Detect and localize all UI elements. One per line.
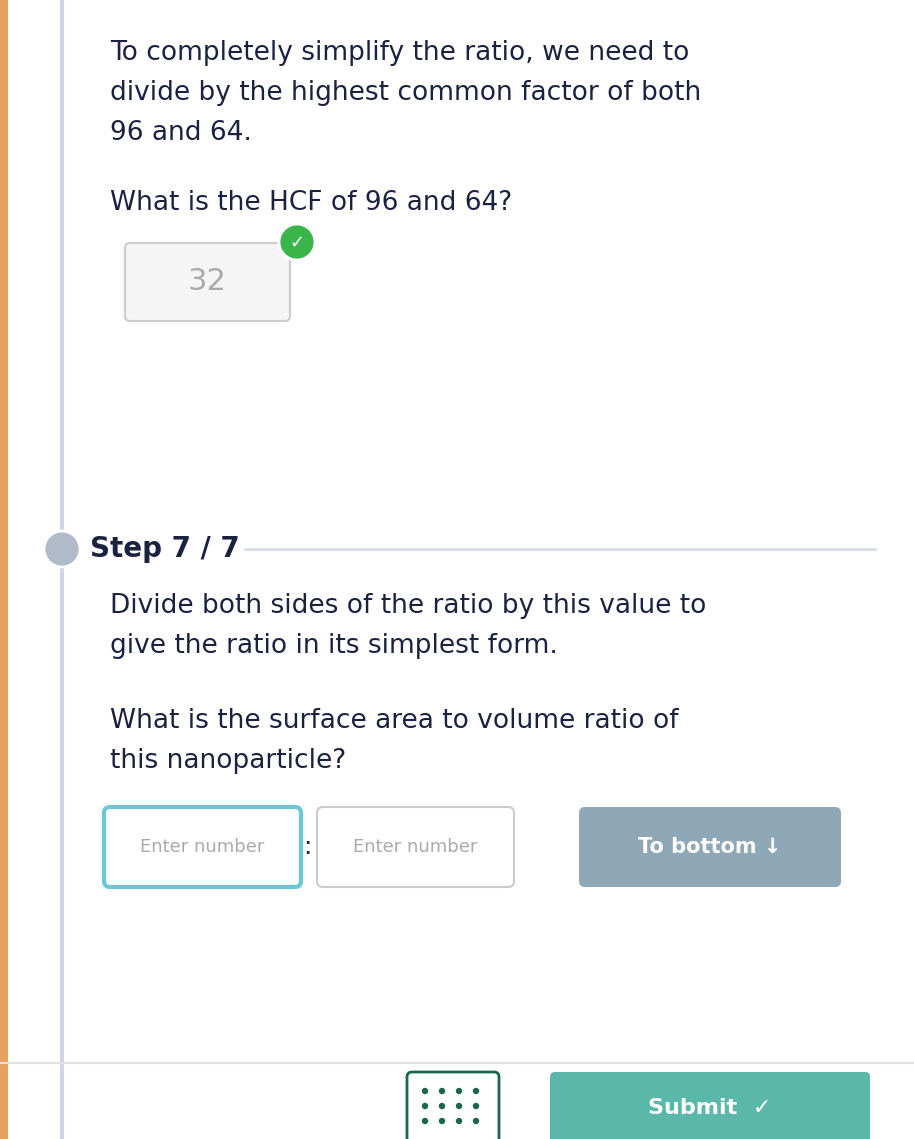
FancyBboxPatch shape (579, 808, 841, 887)
FancyBboxPatch shape (125, 243, 290, 321)
Text: What is the surface area to volume ratio of: What is the surface area to volume ratio… (110, 708, 678, 734)
Circle shape (279, 224, 315, 260)
FancyBboxPatch shape (317, 808, 514, 887)
Text: Enter number: Enter number (354, 838, 478, 857)
Circle shape (421, 1088, 428, 1095)
Circle shape (44, 531, 80, 567)
FancyBboxPatch shape (104, 808, 301, 887)
Circle shape (473, 1117, 479, 1124)
Text: this nanoparticle?: this nanoparticle? (110, 748, 346, 775)
Circle shape (473, 1088, 479, 1095)
Text: ✓: ✓ (290, 233, 304, 252)
Circle shape (456, 1088, 462, 1095)
Circle shape (473, 1103, 479, 1109)
Circle shape (456, 1117, 462, 1124)
Text: divide by the highest common factor of both: divide by the highest common factor of b… (110, 80, 701, 106)
Circle shape (421, 1103, 428, 1109)
Circle shape (439, 1103, 445, 1109)
Circle shape (439, 1117, 445, 1124)
Text: Submit  ✓: Submit ✓ (648, 1098, 771, 1118)
Text: Divide both sides of the ratio by this value to: Divide both sides of the ratio by this v… (110, 593, 707, 618)
Text: :: : (303, 835, 311, 859)
FancyBboxPatch shape (407, 1072, 499, 1139)
Text: To completely simplify the ratio, we need to: To completely simplify the ratio, we nee… (110, 40, 689, 66)
Circle shape (439, 1088, 445, 1095)
Text: Step 7 / 7: Step 7 / 7 (90, 535, 239, 563)
Text: To bottom ↓: To bottom ↓ (638, 837, 781, 857)
Circle shape (421, 1117, 428, 1124)
Text: Enter number: Enter number (141, 838, 265, 857)
Text: 32: 32 (188, 268, 227, 296)
Text: give the ratio in its simplest form.: give the ratio in its simplest form. (110, 633, 558, 659)
Text: What is the HCF of 96 and 64?: What is the HCF of 96 and 64? (110, 190, 512, 216)
FancyBboxPatch shape (0, 0, 8, 1139)
FancyBboxPatch shape (550, 1072, 870, 1139)
Circle shape (456, 1103, 462, 1109)
Text: 96 and 64.: 96 and 64. (110, 120, 252, 146)
